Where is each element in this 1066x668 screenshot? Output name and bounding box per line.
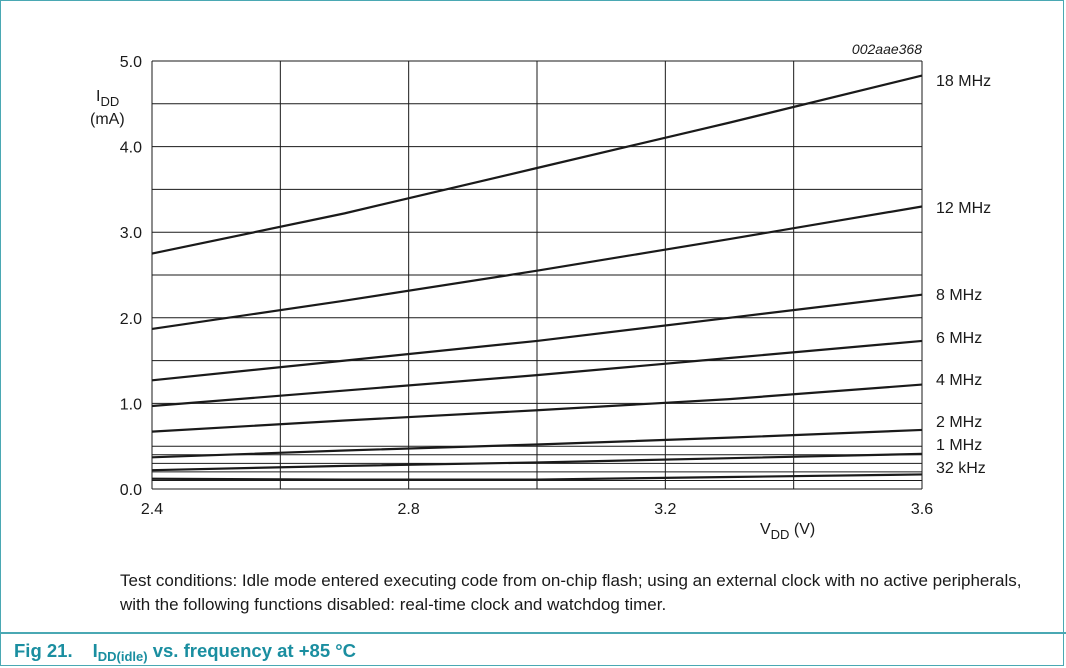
series-line [151,452,923,472]
x-tick-label: 3.6 [911,501,933,518]
test-conditions-note: Test conditions: Idle mode entered execu… [120,571,1022,614]
series-label: 4 MHz [936,372,982,389]
series-line [151,293,923,382]
series-label: 12 MHz [936,200,991,217]
series-line [151,473,923,481]
y-tick-label: 5.0 [120,54,142,71]
series-line [151,383,923,433]
y-tick-label: 0.0 [120,482,142,499]
y-tick-label: 2.0 [120,311,142,328]
series-label: 2 MHz [936,414,982,431]
series-label: 6 MHz [936,330,982,347]
y-axis-label: IDD [96,88,119,109]
x-axis-label: VDD (V) [760,521,815,542]
x-tick-label: 3.2 [654,501,676,518]
y-axis-unit: (mA) [90,111,125,128]
series-label: 32 kHz [936,460,986,477]
caption-text: vs. frequency at +85 °C [147,640,357,661]
x-tick-label: 2.8 [398,501,420,518]
x-tick-label: 2.4 [141,501,163,518]
figure-caption: Fig 21. IDD(idle) vs. frequency at +85 °C [14,640,356,664]
y-tick-label: 4.0 [120,140,142,157]
series-label: 1 MHz [936,437,982,454]
series-line [151,205,923,331]
series-line [151,428,923,459]
y-tick-label: 3.0 [120,225,142,242]
series-line [151,339,923,408]
figure-number: Fig 21. [14,640,73,661]
caption-symbol-subscript: DD(idle) [97,649,148,664]
chart: 0.0 1.0 2.0 3.0 4.0 5.0 2.4 2.8 3.2 3.6 IDD (mA) VDD… [90,41,991,542]
series-line [151,74,923,255]
series-label: 8 MHz [936,287,982,304]
figure-id-label: 002aae368 [852,41,922,57]
caption-rule [0,632,1066,634]
series-label: 18 MHz [936,73,991,90]
y-tick-label: 1.0 [120,396,142,413]
caption-symbol: I [92,640,98,661]
